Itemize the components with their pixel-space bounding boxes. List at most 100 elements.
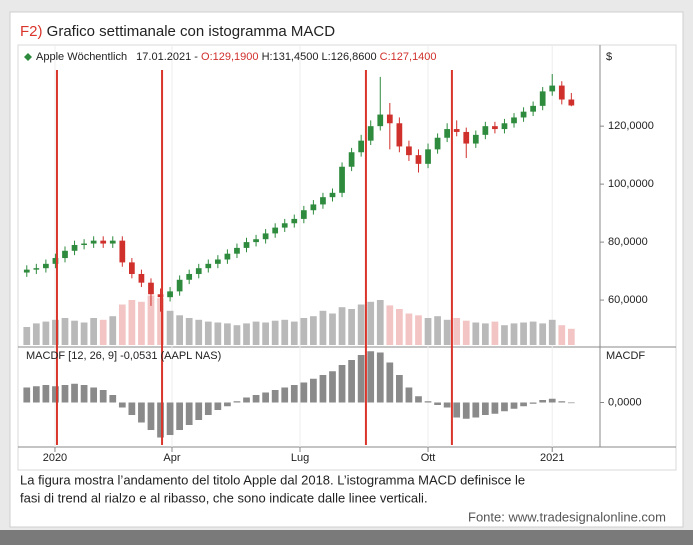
macd-bar bbox=[52, 386, 59, 403]
macd-bar bbox=[567, 402, 575, 404]
macd-bar bbox=[252, 395, 260, 403]
macd-bar bbox=[147, 402, 155, 430]
candle-body bbox=[358, 140, 365, 153]
header-close: C:127,1400 bbox=[380, 51, 437, 63]
y-tick-label: 120,0000 bbox=[608, 120, 654, 132]
volume-bar bbox=[138, 301, 145, 345]
volume-bar bbox=[99, 319, 107, 345]
macd-bar bbox=[118, 402, 126, 408]
macd-bar bbox=[376, 352, 384, 403]
macd-bar bbox=[310, 378, 317, 403]
caption-line: fasi di trend al rialzo e al ribasso, ch… bbox=[20, 490, 428, 505]
macd-bar bbox=[224, 402, 231, 407]
header-open: O:129,1900 bbox=[201, 51, 259, 63]
candle-body bbox=[62, 250, 68, 259]
y-axis-label: $ bbox=[606, 51, 612, 63]
y-tick-label: 60,0000 bbox=[608, 294, 648, 306]
macd-bar bbox=[329, 371, 336, 403]
macd-bar bbox=[453, 402, 461, 418]
candle-body bbox=[482, 126, 489, 135]
macd-bar bbox=[357, 355, 365, 403]
candle-body bbox=[396, 123, 403, 147]
macd-bar bbox=[71, 383, 78, 403]
macd-bar bbox=[176, 402, 184, 430]
volume-bar bbox=[243, 323, 250, 345]
volume-bar bbox=[357, 304, 365, 345]
volume-bar bbox=[61, 318, 69, 345]
volume-bar bbox=[109, 316, 117, 345]
candle-body bbox=[234, 247, 240, 254]
chart-title: F2) Grafico settimanale con istogramma M… bbox=[20, 23, 335, 40]
macd-bar bbox=[501, 402, 508, 412]
caption-line: La figura mostra l’andamento del titolo … bbox=[20, 472, 525, 487]
candle-body bbox=[492, 126, 498, 130]
candle-body bbox=[129, 262, 135, 274]
volume-bar bbox=[319, 310, 327, 345]
candle-body bbox=[272, 227, 279, 234]
macd-bar bbox=[548, 398, 556, 403]
volume-bar bbox=[376, 300, 384, 345]
volume-bar bbox=[262, 322, 269, 345]
volume-bar bbox=[52, 319, 59, 345]
candle-body bbox=[281, 223, 288, 228]
macd-bar bbox=[319, 375, 327, 403]
chart-area bbox=[17, 44, 677, 471]
volume-bar bbox=[481, 323, 489, 345]
macd-bar bbox=[138, 402, 145, 423]
volume-bar bbox=[176, 315, 184, 345]
candle-body bbox=[453, 129, 460, 132]
volume-bar bbox=[386, 305, 394, 345]
volume-bar bbox=[90, 318, 98, 345]
candle-body bbox=[71, 245, 78, 251]
macd-bar bbox=[166, 402, 174, 435]
macd-bar bbox=[386, 362, 394, 403]
candle-body bbox=[348, 152, 355, 167]
macd-bar bbox=[462, 402, 470, 419]
macd-bar bbox=[233, 401, 241, 403]
macd-bar bbox=[472, 402, 480, 418]
x-tick-label: 2021 bbox=[540, 452, 564, 464]
macd-tick-label: 0,0000 bbox=[608, 396, 642, 408]
volume-bar bbox=[510, 323, 518, 345]
macd-bar bbox=[415, 396, 422, 403]
macd-bar bbox=[300, 382, 308, 403]
x-tick-label: 2020 bbox=[43, 452, 67, 464]
macd-bar bbox=[90, 387, 98, 403]
candle-body bbox=[33, 268, 40, 270]
candle-body bbox=[300, 210, 307, 219]
macd-bar bbox=[42, 385, 50, 403]
volume-bar bbox=[166, 310, 174, 345]
y-tick-label: 100,0000 bbox=[608, 178, 654, 190]
candle-body bbox=[100, 240, 107, 244]
volume-bar bbox=[501, 325, 508, 345]
bottom-bar bbox=[0, 530, 693, 545]
volume-bar bbox=[396, 309, 403, 345]
volume-bar bbox=[405, 313, 413, 345]
macd-bar bbox=[491, 402, 499, 414]
volume-bar bbox=[23, 327, 31, 345]
macd-bar bbox=[109, 395, 117, 403]
candle-body bbox=[43, 263, 49, 269]
candle-body bbox=[119, 240, 126, 263]
volume-bar bbox=[567, 328, 575, 345]
volume-bar bbox=[548, 319, 556, 345]
macd-bar bbox=[367, 351, 375, 403]
volume-bar bbox=[252, 321, 260, 345]
macd-bar bbox=[23, 387, 31, 403]
volume-bar bbox=[329, 313, 336, 345]
source: Fonte: www.tradesignalonline.com bbox=[468, 509, 666, 524]
header-high: H:131,4500 bbox=[262, 51, 319, 63]
candle-body bbox=[406, 146, 412, 156]
volume-bar bbox=[453, 318, 461, 345]
candle-body bbox=[472, 134, 479, 144]
candle-body bbox=[377, 114, 384, 127]
volume-bar bbox=[290, 321, 298, 345]
candle-body bbox=[176, 279, 183, 292]
candle-body bbox=[109, 240, 116, 244]
candle-body bbox=[463, 131, 470, 144]
candle-body bbox=[520, 111, 527, 118]
macd-bar bbox=[204, 402, 212, 415]
volume-bar bbox=[214, 322, 222, 345]
macd-bar bbox=[195, 402, 203, 420]
macd-bar bbox=[396, 375, 403, 403]
